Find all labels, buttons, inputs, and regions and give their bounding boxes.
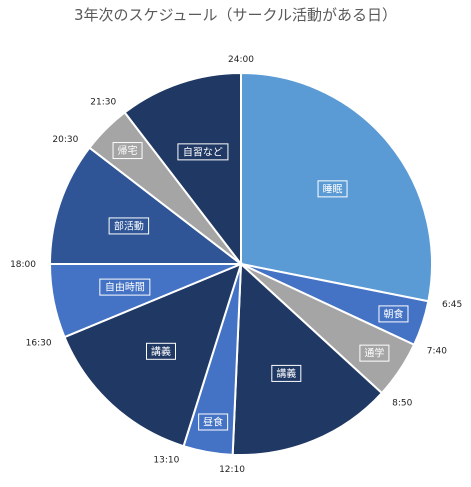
- time-label-7: 18:00: [10, 260, 36, 270]
- pie-slice-3: [231, 261, 384, 456]
- slice-label-text-1: 朝食: [383, 307, 403, 320]
- slice-label-text-8: 帰宅: [118, 144, 138, 157]
- time-label-3: 8:50: [392, 398, 412, 408]
- slice-label-3: 講義: [271, 364, 302, 382]
- slice-label-box-1: [378, 305, 409, 323]
- slice-label-text-6: 自由時間: [105, 281, 145, 294]
- slice-label-box-3: [271, 364, 302, 382]
- slice-label-1: 朝食: [378, 305, 409, 323]
- pie-slice-9: [123, 71, 242, 267]
- slice-label-text-7: 部活動: [114, 219, 144, 232]
- slice-label-box-5: [145, 342, 176, 360]
- time-label-1: 6:45: [442, 300, 462, 310]
- slice-label-box-4: [198, 413, 229, 431]
- time-label-5: 13:10: [153, 456, 179, 466]
- slice-label-2: 通学: [359, 344, 390, 362]
- time-label-0: 24:00: [228, 55, 254, 65]
- slice-label-text-9: 自習など: [183, 145, 223, 158]
- slice-label-8: 帰宅: [112, 142, 143, 160]
- slice-label-5: 講義: [145, 342, 176, 360]
- time-label-2: 7:40: [427, 347, 447, 357]
- time-label-6: 16:30: [26, 338, 52, 348]
- slice-label-0: 睡眠: [317, 180, 348, 198]
- chart-title: 3年次のスケジュール（サークル活動がある日）: [73, 6, 398, 24]
- slice-label-box-9: [177, 143, 229, 161]
- time-label-9: 21:30: [90, 97, 116, 107]
- slice-label-box-8: [112, 142, 143, 160]
- slice-label-box-6: [99, 278, 151, 296]
- slice-label-box-0: [317, 180, 348, 198]
- slice-label-4: 昼食: [198, 413, 229, 431]
- slice-label-text-4: 昼食: [203, 416, 223, 429]
- slice-label-text-5: 講義: [151, 345, 171, 358]
- slice-label-7: 部活動: [108, 217, 150, 235]
- pie-slice-7: [48, 146, 244, 265]
- slice-label-text-2: 通学: [364, 347, 384, 360]
- pie-slice-5: [63, 262, 243, 448]
- slice-label-box-2: [359, 344, 390, 362]
- time-label-4: 12:10: [219, 465, 245, 475]
- slice-label-box-7: [108, 217, 150, 235]
- slice-label-9: 自習など: [177, 143, 229, 161]
- slice-label-6: 自由時間: [99, 278, 151, 296]
- slice-label-text-0: 睡眠: [323, 182, 343, 195]
- pie-slice-0: [240, 71, 433, 303]
- slice-label-text-3: 講義: [276, 367, 296, 380]
- time-label-8: 20:30: [52, 135, 78, 145]
